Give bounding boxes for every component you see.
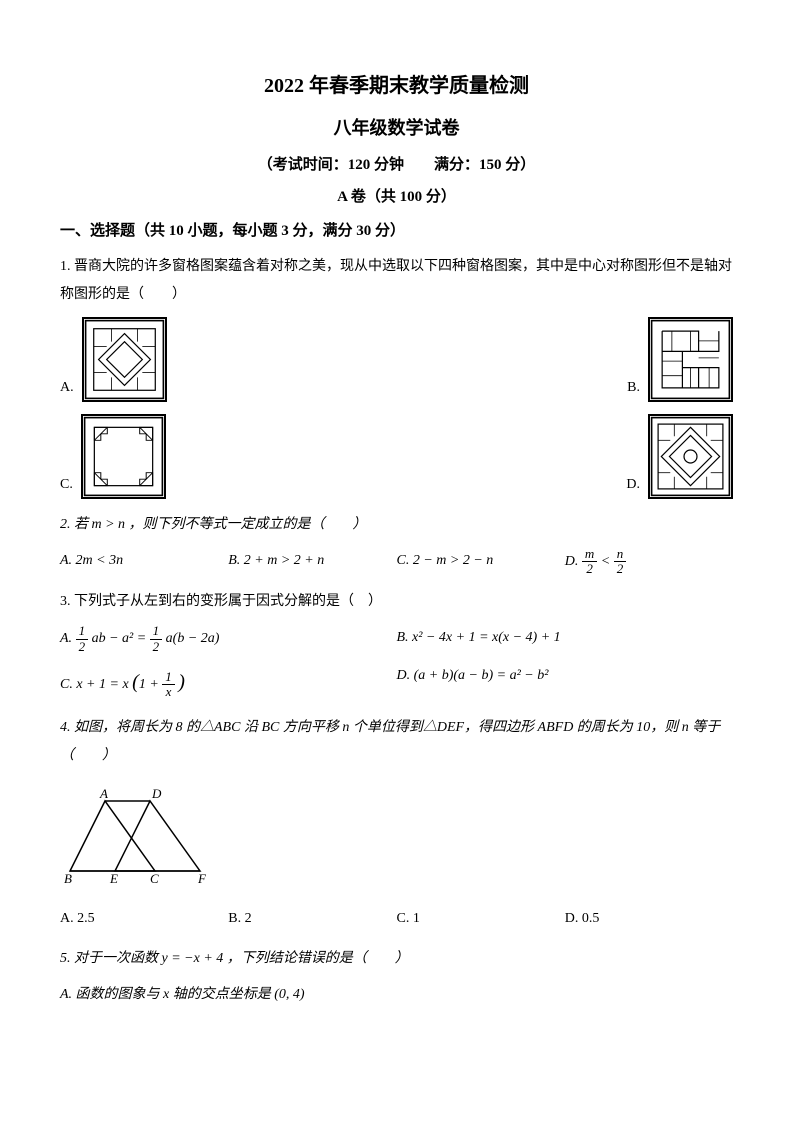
section-1-title: 一、选择题（共 10 小题，每小题 3 分，满分 30 分） [60, 219, 733, 243]
q1-option-a: A. [60, 317, 167, 402]
q4-optA: A. 2.5 [60, 905, 228, 933]
question-4: 4. 如图，将周长为 8 的△ABC 沿 BC 方向平移 n 个单位得到△DEF… [60, 714, 733, 933]
q2-text: 2. 若 m > n ，则下列不等式一定成立的是（ ） [60, 511, 733, 539]
q1-optC-label: C. [60, 471, 73, 499]
q1-text: 1. 晋商大院的许多窗格图案蕴含着对称之美，现从中选取以下四种窗格图案，其中是中… [60, 253, 733, 309]
q2-optA: A. 2m < 3n [60, 547, 228, 577]
svg-text:F: F [197, 871, 207, 886]
title-sub: 八年级数学试卷 [60, 114, 733, 143]
q5-text: 5. 对于一次函数 y = −x + 4 ，下列结论错误的是（ ） [60, 945, 733, 973]
q4-text: 4. 如图，将周长为 8 的△ABC 沿 BC 方向平移 n 个单位得到△DEF… [60, 714, 733, 770]
q5-optA: A. 函数的图象与 x 轴的交点坐标是 (0, 4) [60, 981, 733, 1009]
pattern-c-icon [81, 414, 166, 499]
q1-optD-label: D. [626, 471, 640, 499]
svg-text:B: B [64, 871, 72, 886]
q3-optC: C. x + 1 = x ((1 + 1 + 1x ) [60, 662, 397, 702]
q3-optB: B. x² − 4x + 1 = x(x − 4) + 1 [397, 624, 734, 654]
svg-text:E: E [109, 871, 118, 886]
svg-text:D: D [151, 786, 162, 801]
svg-text:C: C [150, 871, 159, 886]
section-a-label: A 卷（共 100 分） [60, 185, 733, 209]
q3-optD: D. (a + b)(a − b) = a² − b² [397, 662, 734, 702]
title-main: 2022 年春季期末教学质量检测 [60, 70, 733, 102]
q3-optA: A. 12 ab − a² = 12 a(b − 2a) [60, 624, 397, 654]
question-3: 3. 下列式子从左到右的变形属于因式分解的是（ ） A. 12 ab − a² … [60, 588, 733, 702]
pattern-d-icon [648, 414, 733, 499]
q1-option-b: B. [627, 317, 733, 402]
q1-option-c: C. [60, 414, 166, 499]
pattern-a-icon [82, 317, 167, 402]
question-1: 1. 晋商大院的许多窗格图案蕴含着对称之美，现从中选取以下四种窗格图案，其中是中… [60, 253, 733, 499]
q4-optB: B. 2 [228, 905, 396, 933]
exam-info: （考试时间：120 分钟 满分：150 分） [60, 153, 733, 177]
q3-text: 3. 下列式子从左到右的变形属于因式分解的是（ ） [60, 588, 733, 616]
q4-optC: C. 1 [397, 905, 565, 933]
q1-option-d: D. [626, 414, 733, 499]
pattern-b-icon [648, 317, 733, 402]
q2-optD: D. m2 < n2 [565, 547, 733, 577]
svg-text:A: A [99, 786, 108, 801]
q2-optC: C. 2 − m > 2 − n [397, 547, 565, 577]
question-2: 2. 若 m > n ，则下列不等式一定成立的是（ ） A. 2m < 3n B… [60, 511, 733, 577]
q2-optB: B. 2 + m > 2 + n [228, 547, 396, 577]
q1-optB-label: B. [627, 374, 640, 402]
q4-optD: D. 0.5 [565, 905, 733, 933]
q1-optA-label: A. [60, 374, 74, 402]
question-5: 5. 对于一次函数 y = −x + 4 ，下列结论错误的是（ ） A. 函数的… [60, 945, 733, 1009]
triangle-figure-icon: A D B E C F [60, 786, 220, 886]
